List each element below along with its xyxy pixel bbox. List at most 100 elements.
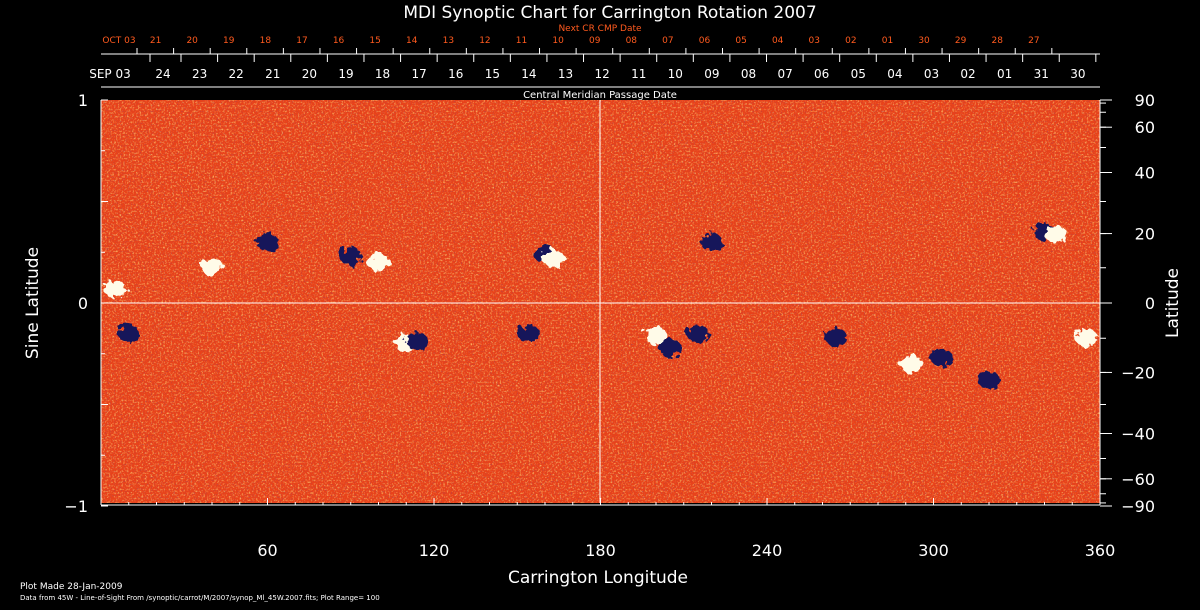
active-region-16 (825, 328, 848, 347)
top-date-label: 21 (150, 36, 161, 46)
mid-axis-date-labels: SEP 03 24 23 22 21 20 19 18 17 16 15 14 13 12 11 10 09 08… (89, 67, 1085, 81)
mid-date-label: 24 (155, 67, 170, 81)
mid-date-label: 11 (631, 67, 646, 81)
left-y-tick-label: 1 (78, 91, 88, 110)
top-date-label: 09 (589, 36, 601, 46)
active-region-14 (686, 324, 709, 343)
active-region-11 (542, 249, 565, 268)
x-tick-label: 240 (752, 541, 783, 560)
plot-made-note: Plot Made 28-Jan-2009 (20, 582, 123, 592)
top-date-label: 08 (626, 36, 638, 46)
top-axis-date-labels: OCT 03 21 20 19 18 17 16 15 14 13 12 11 10 09 08 07 06 05… (102, 36, 1039, 46)
active-region-19 (978, 371, 1000, 390)
left-y-tick-labels: 1 0 −1 (64, 91, 88, 516)
mid-date-label: 12 (594, 67, 609, 81)
active-region-12 (645, 326, 667, 345)
top-date-label: 19 (223, 36, 235, 46)
left-y-axis-label: Sine Latitude (23, 247, 43, 359)
axis-ticks (101, 48, 1112, 507)
right-y-tick-label: 0 (1145, 294, 1155, 313)
left-y-tick-label: 0 (78, 294, 88, 313)
mid-date-label: 30 (1070, 67, 1085, 81)
mid-date-label: 09 (704, 67, 719, 81)
mid-date-label: 15 (485, 67, 500, 81)
active-region-13 (658, 338, 681, 357)
top-date-label: 04 (772, 36, 784, 46)
mid-date-label: 21 (265, 67, 280, 81)
mid-date-label: 31 (1034, 67, 1049, 81)
top-axis-title: Next CR CMP Date (558, 24, 642, 34)
mid-date-label: 07 (777, 67, 792, 81)
left-y-tick-label: −1 (64, 497, 88, 516)
top-date-label: 07 (662, 36, 673, 46)
active-region-5 (339, 247, 362, 266)
right-y-tick-label: −40 (1121, 424, 1155, 443)
right-y-tick-label: 40 (1135, 164, 1155, 183)
top-date-label: 10 (552, 36, 564, 46)
top-date-label: 28 (992, 36, 1004, 46)
active-region-2 (117, 324, 140, 343)
mid-date-label: 04 (887, 67, 902, 81)
mid-date-label: 05 (851, 67, 866, 81)
top-date-label: 11 (516, 36, 527, 46)
mid-axis-title: Central Meridian Passage Date (523, 90, 677, 101)
top-date-label: 02 (845, 36, 856, 46)
x-tick-label: 120 (419, 541, 450, 560)
mid-date-label: 17 (412, 67, 427, 81)
x-tick-label: 60 (257, 541, 277, 560)
mid-date-label: 03 (924, 67, 939, 81)
right-y-tick-label: −90 (1121, 497, 1155, 516)
top-date-label: OCT 03 (102, 36, 135, 46)
x-tick-label: 360 (1085, 541, 1116, 560)
right-y-tick-label: 60 (1135, 118, 1155, 137)
mid-date-label: 16 (448, 67, 463, 81)
mid-date-label: 10 (668, 67, 683, 81)
right-y-tick-label: 20 (1135, 225, 1155, 244)
x-axis-tick-labels: 60 120 180 240 300 360 (257, 541, 1115, 560)
active-region-17 (900, 354, 923, 373)
top-date-label: 17 (296, 36, 307, 46)
x-tick-label: 180 (585, 541, 616, 560)
active-region-22 (1075, 328, 1098, 347)
top-date-label: 06 (699, 36, 711, 46)
mid-date-label: 02 (960, 67, 975, 81)
top-date-label: 29 (955, 36, 967, 46)
mid-date-label: 22 (229, 67, 244, 81)
mid-date-label: 18 (375, 67, 390, 81)
active-region-6 (367, 253, 390, 272)
right-y-tick-label: −20 (1121, 363, 1155, 382)
active-region-21 (1044, 224, 1067, 243)
data-source-note: Data from 45W - Line-of-Sight From /syno… (20, 594, 380, 602)
right-y-axis-label: Latitude (1163, 268, 1183, 338)
active-regions (103, 222, 1098, 390)
top-date-label: 18 (260, 36, 272, 46)
top-date-label: 12 (479, 36, 490, 46)
top-date-label: 16 (333, 36, 345, 46)
mid-date-label: 23 (192, 67, 207, 81)
right-y-tick-labels: 90 60 40 20 0 −20 −40 −60 −90 (1121, 91, 1155, 516)
top-date-label: 13 (443, 36, 454, 46)
mid-date-label: 01 (997, 67, 1012, 81)
right-y-tick-label: −60 (1121, 470, 1155, 489)
mid-date-label: 20 (302, 67, 317, 81)
chart-title: MDI Synoptic Chart for Carrington Rotati… (403, 3, 816, 23)
top-date-label: 14 (406, 36, 418, 46)
x-tick-label: 300 (918, 541, 949, 560)
mid-date-label: 19 (338, 67, 353, 81)
active-region-18 (930, 348, 953, 367)
top-date-label: 15 (369, 36, 380, 46)
mid-date-label: 14 (521, 67, 536, 81)
active-region-9 (517, 324, 540, 343)
mid-date-label: 13 (558, 67, 573, 81)
x-axis-label: Carrington Longitude (508, 568, 688, 588)
active-region-3 (201, 257, 223, 276)
mid-date-label: 06 (814, 67, 829, 81)
mid-date-label: SEP 03 (89, 67, 131, 81)
right-y-tick-label: 90 (1135, 91, 1155, 110)
top-date-label: 03 (809, 36, 820, 46)
active-region-1 (103, 279, 126, 298)
top-date-label: 05 (735, 36, 746, 46)
top-date-label: 30 (918, 36, 930, 46)
active-region-4 (256, 233, 279, 252)
